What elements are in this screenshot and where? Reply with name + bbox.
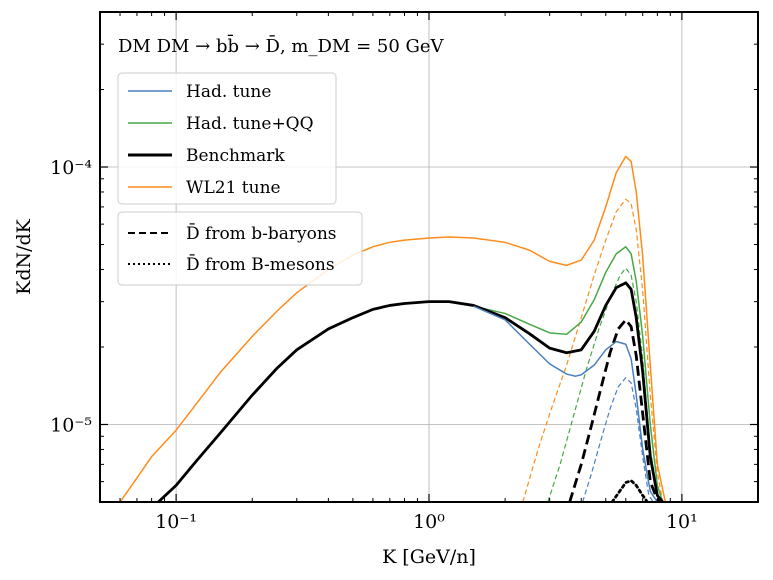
- legend-components: D̄ from b-baryons D̄ from B-mesons: [117, 211, 363, 286]
- series-line-had-tune-b-baryons: [582, 377, 654, 502]
- chart-annotation: DM DM → bb̄ → D̄, m_DM = 50 GeV: [118, 33, 445, 57]
- y-axis-label: KdN/dK: [13, 218, 35, 295]
- series-layer: [119, 155, 667, 502]
- series-line-wl21-tune-b-baryons: [522, 198, 664, 502]
- legend-label: Benchmark: [186, 146, 285, 166]
- legend-tunes-box: [117, 72, 337, 205]
- series-line-had-tune: [473, 305, 658, 502]
- legend-label: Had. tune: [186, 82, 271, 102]
- axis-ticks: [100, 12, 758, 502]
- x-tick-label: 10⁰: [413, 511, 445, 533]
- legend-label: D̄ from B-mesons: [186, 253, 335, 275]
- x-tick-label: 10⁻¹: [155, 511, 197, 533]
- axis-tick-labels: 10⁻¹ 10⁰ 10¹ 10⁻⁵ 10⁻⁴: [50, 157, 698, 533]
- legend-label: D̄ from b-baryons: [186, 222, 337, 244]
- y-tick-label: 10⁻⁴: [50, 157, 92, 179]
- legend-label: WL21 tune: [186, 178, 281, 198]
- y-tick-label: 10⁻⁵: [50, 414, 92, 436]
- series-line-benchmark-b-mesons: [610, 479, 649, 502]
- series-line-benchmark-b-baryons: [568, 318, 663, 502]
- series-line-wl21-tune: [119, 155, 667, 502]
- x-axis-label: K [GeV/n]: [382, 546, 476, 568]
- legend-tunes: Had. tune Had. tune+QQ Benchmark WL21 tune: [117, 72, 337, 205]
- series-line-benchmark: [157, 281, 664, 502]
- legend-components-box: [117, 211, 363, 286]
- x-tick-label: 10¹: [666, 511, 698, 533]
- legend-label: Had. tune+QQ: [186, 114, 314, 134]
- series-line-had-tune-qq: [473, 246, 664, 502]
